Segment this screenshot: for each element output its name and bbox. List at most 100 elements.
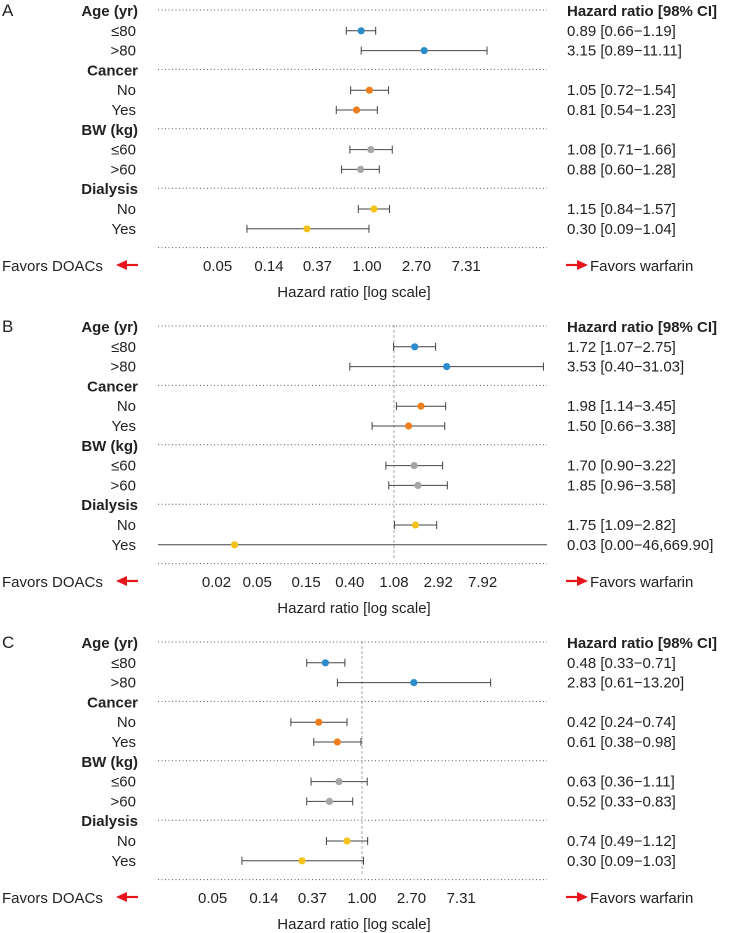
subgroup-label: No bbox=[117, 714, 136, 731]
left-arrow-icon bbox=[116, 260, 138, 270]
left-arrow-icon bbox=[116, 576, 138, 586]
x-axis-label: Hazard ratio [log scale] bbox=[277, 916, 430, 933]
favors-left-label: Favors DOACs bbox=[2, 258, 103, 275]
x-tick-label: 7.31 bbox=[447, 890, 476, 907]
x-tick-label: 0.37 bbox=[298, 890, 327, 907]
x-tick-label: 0.37 bbox=[303, 258, 332, 275]
hr-point bbox=[321, 659, 330, 667]
subgroup-label: No bbox=[117, 82, 136, 99]
right-arrow-icon bbox=[566, 892, 588, 902]
ci-value: 0.89 [0.66−1.19] bbox=[567, 23, 676, 40]
group-label: Dialysis bbox=[81, 813, 138, 830]
x-axis-label: Hazard ratio [log scale] bbox=[277, 600, 430, 617]
x-tick-label: 0.05 bbox=[198, 890, 227, 907]
x-tick-label: 0.05 bbox=[243, 574, 272, 591]
subgroup-label: Yes bbox=[112, 734, 136, 751]
hr-point bbox=[370, 205, 378, 213]
ci-value: 1.05 [0.72−1.54] bbox=[567, 82, 676, 99]
x-tick-label: 7.31 bbox=[452, 258, 481, 275]
subgroup-label: >80 bbox=[111, 359, 136, 376]
subgroup-label: >60 bbox=[111, 161, 136, 178]
subgroup-label: >60 bbox=[111, 477, 136, 494]
x-tick-label: 7.92 bbox=[468, 574, 497, 591]
favors-left-label: Favors DOACs bbox=[2, 574, 103, 591]
hr-point bbox=[298, 857, 306, 865]
ci-value: 0.88 [0.60−1.28] bbox=[567, 161, 676, 178]
panel-label: A bbox=[2, 1, 14, 20]
group-label: Age (yr) bbox=[81, 635, 138, 652]
group-label: Age (yr) bbox=[81, 319, 138, 336]
hr-point bbox=[410, 462, 418, 470]
hr-point bbox=[414, 481, 422, 489]
ci-value: 0.63 [0.36−1.11] bbox=[567, 774, 675, 791]
group-label: Dialysis bbox=[81, 497, 138, 514]
subgroup-label: Yes bbox=[112, 221, 136, 238]
subgroup-label: Yes bbox=[112, 537, 136, 554]
hr-point bbox=[417, 402, 425, 410]
x-tick-label: 1.00 bbox=[352, 258, 381, 275]
ci-value: 0.03 [0.00−46,669.90] bbox=[567, 537, 713, 554]
subgroup-label: ≤60 bbox=[111, 142, 136, 159]
subgroup-label: >80 bbox=[111, 43, 136, 60]
subgroup-label: ≤80 bbox=[111, 339, 136, 356]
favors-left-label: Favors DOACs bbox=[2, 890, 103, 907]
x-tick-label: 0.14 bbox=[249, 890, 278, 907]
x-tick-label: 2.70 bbox=[402, 258, 431, 275]
x-tick-label: 0.05 bbox=[203, 258, 232, 275]
left-arrow-icon bbox=[116, 892, 138, 902]
group-label: Cancer bbox=[87, 694, 138, 711]
group-label: Cancer bbox=[87, 62, 138, 79]
ci-value: 0.30 [0.09−1.04] bbox=[567, 221, 676, 238]
ci-value: 1.72 [1.07−2.75] bbox=[567, 339, 676, 356]
favors-right-label: Favors warfarin bbox=[590, 574, 693, 591]
hr-point bbox=[357, 165, 365, 173]
ci-value: 1.08 [0.71−1.66] bbox=[567, 142, 676, 159]
hr-point bbox=[352, 106, 361, 114]
ci-value: 0.81 [0.54−1.23] bbox=[567, 102, 676, 119]
right-arrow-icon bbox=[566, 576, 588, 586]
group-label: Dialysis bbox=[81, 181, 138, 198]
ci-value: 0.42 [0.24−0.74] bbox=[567, 714, 676, 731]
x-tick-label: 0.15 bbox=[292, 574, 321, 591]
hr-point bbox=[443, 363, 451, 371]
forest-panel-c: C Hazard ratio [98% CI] Age (yr) ≤80 0.48 [0… bbox=[2, 633, 717, 933]
group-label: Cancer bbox=[87, 378, 138, 395]
hr-point bbox=[405, 422, 413, 430]
hr-point bbox=[325, 797, 333, 806]
ci-value: 0.30 [0.09−1.03] bbox=[567, 853, 676, 870]
ci-value: 1.75 [1.09−2.82] bbox=[567, 517, 676, 534]
x-tick-label: 2.92 bbox=[424, 574, 453, 591]
hr-point bbox=[357, 27, 365, 35]
hr-point bbox=[411, 521, 420, 529]
hr-point bbox=[333, 738, 341, 746]
ci-value: 1.98 [1.14−3.45] bbox=[567, 398, 676, 415]
hr-point bbox=[420, 47, 428, 55]
ci-value: 0.74 [0.49−1.12] bbox=[567, 833, 676, 850]
hr-point bbox=[230, 541, 239, 549]
ci-value: 0.48 [0.33−0.71] bbox=[567, 655, 676, 672]
subgroup-label: Yes bbox=[112, 853, 136, 870]
ci-value: 1.70 [0.90−3.22] bbox=[567, 458, 676, 475]
hr-point bbox=[367, 146, 375, 154]
forest-panel-b: B Hazard ratio [98% CI] Age (yr) ≤80 1.72 [1… bbox=[2, 317, 717, 617]
subgroup-label: No bbox=[117, 398, 136, 415]
ci-value: 2.83 [0.61−13.20] bbox=[567, 675, 684, 692]
hr-point bbox=[343, 837, 351, 845]
x-tick-label: 0.14 bbox=[254, 258, 283, 275]
ci-value: 0.52 [0.33−0.83] bbox=[567, 793, 676, 810]
subgroup-label: No bbox=[117, 517, 136, 534]
panel-label: C bbox=[2, 633, 14, 652]
subgroup-label: ≤80 bbox=[111, 655, 136, 672]
subgroup-label: ≤60 bbox=[111, 458, 136, 475]
favors-right-label: Favors warfarin bbox=[590, 258, 693, 275]
hr-point bbox=[303, 225, 311, 233]
ci-value: 3.15 [0.89−11.11] bbox=[567, 43, 682, 60]
group-label: Age (yr) bbox=[81, 3, 138, 20]
ci-value: 3.53 [0.40−31.03] bbox=[567, 359, 684, 376]
subgroup-label: >60 bbox=[111, 793, 136, 810]
x-tick-label: 1.00 bbox=[347, 890, 376, 907]
panel-label: B bbox=[2, 317, 13, 336]
x-tick-label: 2.70 bbox=[397, 890, 426, 907]
x-tick-label: 0.02 bbox=[202, 574, 231, 591]
